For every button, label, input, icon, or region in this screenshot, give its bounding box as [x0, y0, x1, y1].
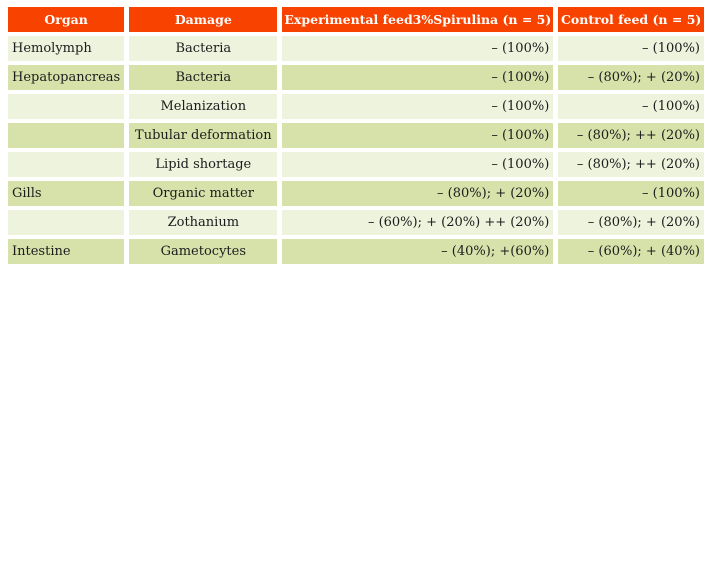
results-table: Organ Damage Experimental feed3%Spirulin… [3, 3, 709, 268]
damage-cell: Bacteria [129, 36, 278, 61]
table-row: Melanization – (100%) – (100%) [8, 94, 704, 119]
experimental-cell: – (100%) [282, 123, 554, 148]
organ-cell: Gills [8, 181, 125, 206]
control-cell: – (100%) [558, 181, 704, 206]
experimental-cell: – (100%) [282, 36, 554, 61]
column-header-control-feed: Control feed (n = 5) [558, 7, 704, 32]
control-cell: – (100%) [558, 36, 704, 61]
damage-cell: Tubular deformation [129, 123, 278, 148]
organ-cell [8, 123, 125, 148]
experimental-cell: – (100%) [282, 152, 554, 177]
experimental-cell: – (40%); +(60%) [282, 239, 554, 264]
table-row: Lipid shortage – (100%) – (80%); ++ (20%) [8, 152, 704, 177]
organ-cell [8, 94, 125, 119]
control-cell: – (80%); ++ (20%) [558, 152, 704, 177]
control-cell: – (80%); ++ (20%) [558, 123, 704, 148]
experimental-cell: – (100%) [282, 94, 554, 119]
column-header-experimental-feed: Experimental feed3%Spirulina (n = 5) [282, 7, 554, 32]
table-row: Tubular deformation – (100%) – (80%); ++ (… [8, 123, 704, 148]
table-row: Gills Organic matter – (80%); + (20%) – (10… [8, 181, 704, 206]
table-row: Hepatopancreas Bacteria – (100%) – (80%); +… [8, 65, 704, 90]
damage-cell: Bacteria [129, 65, 278, 90]
table-row: Intestine Gametocytes – (40%); +(60%) – (60… [8, 239, 704, 264]
organ-cell: Hepatopancreas [8, 65, 125, 90]
experimental-cell: – (100%) [282, 65, 554, 90]
header-row: Organ Damage Experimental feed3%Spirulin… [8, 7, 704, 32]
control-cell: – (60%); + (40%) [558, 239, 704, 264]
column-header-damage: Damage [129, 7, 278, 32]
damage-cell: Organic matter [129, 181, 278, 206]
experimental-cell: – (80%); + (20%) [282, 181, 554, 206]
damage-cell: Gametocytes [129, 239, 278, 264]
organ-cell: Hemolymph [8, 36, 125, 61]
control-cell: – (80%); + (20%) [558, 210, 704, 235]
table-row: Zothanium – (60%); + (20%) ++ (20%) – (80%… [8, 210, 704, 235]
table-row: Hemolymph Bacteria – (100%) – (100%) [8, 36, 704, 61]
table-header: Organ Damage Experimental feed3%Spirulin… [8, 7, 704, 32]
experimental-cell: – (60%); + (20%) ++ (20%) [282, 210, 554, 235]
organ-cell [8, 152, 125, 177]
damage-cell: Melanization [129, 94, 278, 119]
organ-cell: Intestine [8, 239, 125, 264]
organ-cell [8, 210, 125, 235]
control-cell: – (100%) [558, 94, 704, 119]
column-header-organ: Organ [8, 7, 125, 32]
table-body: Hemolymph Bacteria – (100%) – (100%) Hepatop… [8, 36, 704, 264]
damage-cell: Lipid shortage [129, 152, 278, 177]
damage-cell: Zothanium [129, 210, 278, 235]
control-cell: – (80%); + (20%) [558, 65, 704, 90]
